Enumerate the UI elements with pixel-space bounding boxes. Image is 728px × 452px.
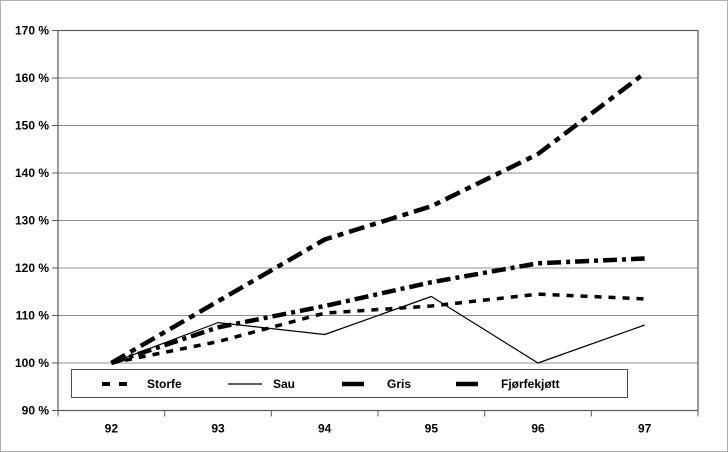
series-line-gris [110, 256, 645, 366]
y-tick-label: 170 % [15, 24, 49, 38]
y-tick-label: 150 % [15, 119, 49, 133]
sau-line-sample-icon [228, 382, 262, 385]
y-tick-label: 130 % [15, 214, 49, 228]
legend-item-gris: Gris [342, 370, 411, 397]
storfe-line-sample-icon [102, 381, 136, 386]
x-tick-label: 96 [531, 422, 545, 436]
x-tick-label: 94 [318, 422, 332, 436]
legend-label-sau: Sau [273, 376, 296, 391]
x-tick-label: 93 [211, 422, 225, 436]
x-tick-label: 95 [425, 422, 439, 436]
y-tick-label: 160 % [15, 71, 49, 85]
y-tick-label: 120 % [15, 261, 49, 275]
gris-line-sample-icon [342, 381, 376, 386]
y-tick-label: 100 % [15, 356, 49, 370]
series-line-storfe [110, 292, 645, 365]
series-line-fjørfekjøtt [110, 71, 647, 365]
fjorfekjott-line-sample-icon [456, 381, 490, 386]
y-tick-label: 110 % [16, 309, 50, 323]
y-tick-label: 140 % [15, 166, 49, 180]
legend-item-sau: Sau [228, 370, 295, 397]
legend-item-storfe: Storfe [102, 370, 182, 397]
x-tick-label: 92 [105, 422, 119, 436]
legend-label-gris: Gris [387, 376, 412, 391]
legend-label-fjorfekjott: Fjørfekjøtt [501, 376, 560, 391]
x-tick-label: 97 [638, 422, 652, 436]
legend: Storfe Sau Gris Fjørfekjøtt [71, 369, 628, 398]
series-line-sau [111, 295, 645, 364]
y-tick-label: 90 % [22, 404, 50, 418]
legend-label-storfe: Storfe [147, 376, 182, 391]
legend-item-fjorfekjott: Fjørfekjøtt [456, 370, 560, 397]
